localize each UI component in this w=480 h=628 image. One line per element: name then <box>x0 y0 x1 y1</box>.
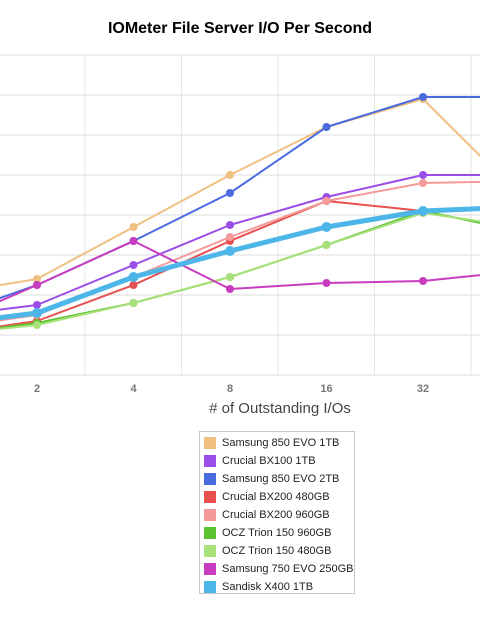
legend-label: Samsung 750 EVO 250GB <box>222 563 354 575</box>
data-point <box>129 299 138 307</box>
legend-label: Samsung 850 EVO 1TB <box>222 437 340 449</box>
data-point <box>226 171 234 179</box>
data-point <box>129 281 138 289</box>
legend-swatch <box>204 473 216 485</box>
legend-swatch <box>204 509 216 521</box>
x-tick-label: 16 <box>320 383 332 395</box>
data-point <box>321 222 332 232</box>
series-6 <box>0 209 480 330</box>
x-axis-label: # of Outstanding I/Os <box>209 400 351 417</box>
legend-label: Crucial BX200 480GB <box>222 491 330 503</box>
legend-label: OCZ Trion 150 960GB <box>222 527 332 539</box>
data-point <box>419 171 427 179</box>
series-line <box>0 96 480 300</box>
legend: Samsung 850 EVO 1TB Crucial BX100 1TB Sams… <box>199 431 355 594</box>
data-point <box>419 277 427 285</box>
data-point <box>418 206 428 216</box>
grid-layer <box>0 54 480 376</box>
data-point <box>322 123 331 131</box>
data-point <box>226 273 234 281</box>
legend-swatch <box>204 455 216 467</box>
data-point <box>129 237 138 245</box>
data-point <box>32 308 42 318</box>
series-8 <box>0 206 480 321</box>
data-point <box>33 275 41 283</box>
data-point <box>322 241 331 249</box>
series-7 <box>0 237 480 303</box>
legend-label: Sandisk X400 1TB <box>222 581 314 593</box>
chart-title: IOMeter File Server I/O Per Second <box>107 20 373 37</box>
x-tick-label: 8 <box>227 383 233 395</box>
data-point <box>226 233 234 241</box>
legend-item: Samsung 850 EVO 2TB <box>200 470 354 488</box>
data-point <box>322 279 331 287</box>
legend-label: Samsung 850 EVO 2TB <box>222 473 340 485</box>
data-point <box>128 272 139 282</box>
legend-swatch <box>204 491 216 503</box>
legend-item: OCZ Trion 150 960GB <box>200 524 354 542</box>
legend-item: Crucial BX100 1TB <box>200 452 354 470</box>
legend-item: Crucial BX200 480GB <box>200 488 354 506</box>
legend-swatch <box>204 545 216 557</box>
legend-label: OCZ Trion 150 480GB <box>222 545 332 557</box>
legend-swatch <box>204 581 216 593</box>
x-tick-label: 2 <box>34 383 40 395</box>
series-layer <box>0 93 480 330</box>
legend-swatch <box>204 437 216 449</box>
legend-label: Crucial BX200 960GB <box>222 509 330 521</box>
x-tick-labels: 2 4 8 16 32 <box>34 383 429 395</box>
chart-plot: 2 4 8 16 32 <box>0 54 480 395</box>
data-point <box>129 261 138 269</box>
series-1 <box>0 171 480 311</box>
legend-label: Crucial BX100 1TB <box>222 455 316 467</box>
legend-swatch <box>204 563 216 575</box>
series-line <box>0 240 480 303</box>
data-point <box>226 285 234 293</box>
x-tick-label: 4 <box>130 383 137 395</box>
data-point <box>322 197 331 205</box>
data-point <box>129 223 138 231</box>
data-point <box>226 189 234 197</box>
data-point <box>33 321 41 329</box>
legend-item: Crucial BX200 960GB <box>200 506 354 524</box>
series-line <box>0 212 480 330</box>
legend-item: Sandisk X400 1TB <box>200 578 354 596</box>
legend-swatch <box>204 527 216 539</box>
data-point <box>33 281 41 289</box>
data-point <box>33 301 41 309</box>
x-tick-label: 32 <box>417 383 429 395</box>
data-point <box>419 93 427 101</box>
series-line <box>0 98 480 287</box>
data-point <box>225 246 235 256</box>
legend-item: OCZ Trion 150 480GB <box>200 542 354 560</box>
legend-item: Samsung 850 EVO 1TB <box>200 434 354 452</box>
legend-item: Samsung 750 EVO 250GB <box>200 560 354 578</box>
data-point <box>419 179 427 187</box>
data-point <box>226 221 234 229</box>
